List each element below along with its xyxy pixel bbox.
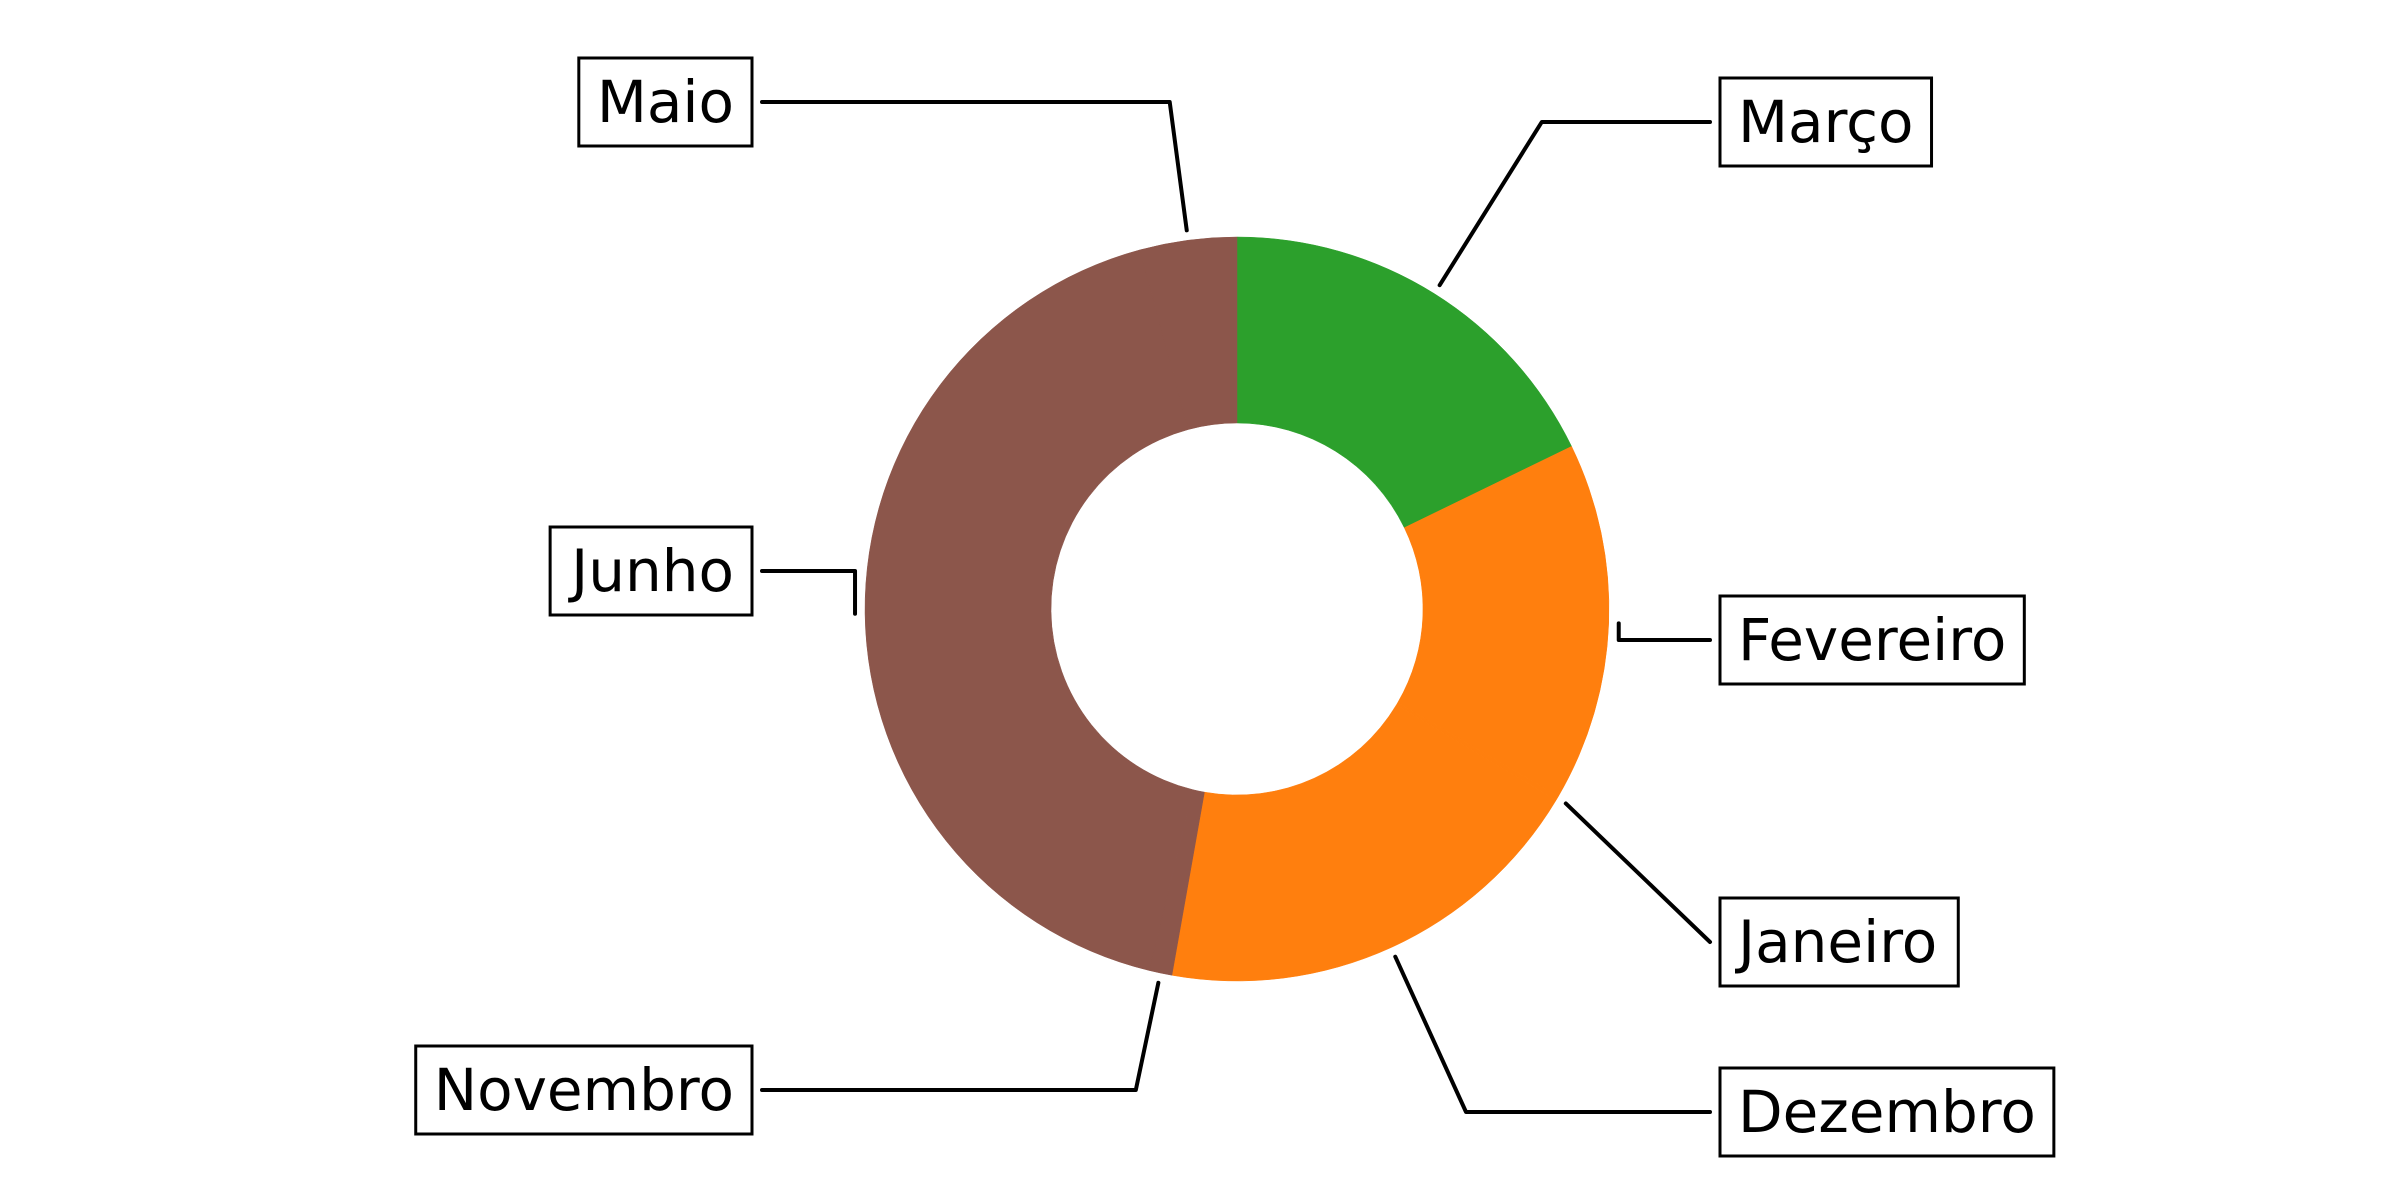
leader-line-março xyxy=(1437,120,1712,288)
slice-label-box-junho xyxy=(548,525,754,617)
slice-label-box-fevereiro xyxy=(1718,594,2026,686)
labels-layer: Março Fevereiro Janeiro Dezembro Novembro Jun… xyxy=(414,56,2056,1158)
slice-label-fevereiro: Fevereiro xyxy=(1738,606,2006,674)
slice-label-maio: Maio xyxy=(597,68,734,136)
slice-label-junho: Junho xyxy=(568,537,734,605)
slice-label-box-janeiro xyxy=(1718,896,1960,988)
leader-line-dezembro xyxy=(1393,954,1712,1114)
slice-label-box-dezembro xyxy=(1718,1066,2056,1158)
slice-março xyxy=(1236,236,1572,529)
leader-line-fevereiro xyxy=(1616,621,1712,642)
leader-line-junho xyxy=(760,569,858,616)
slice-fevereiro xyxy=(1397,446,1610,797)
slice-dezembro xyxy=(1171,704,1557,982)
slice-junho xyxy=(864,249,1194,971)
leader-line-janeiro xyxy=(1563,801,1712,944)
slice-label-janeiro: Janeiro xyxy=(1735,908,1937,976)
slice-maio xyxy=(1139,236,1238,430)
slice-label-dezembro: Dezembro xyxy=(1738,1078,2036,1146)
slice-label-novembro: Novembro xyxy=(434,1056,734,1124)
slice-label-box-novembro xyxy=(414,1044,754,1136)
slice-label-março: Março xyxy=(1738,88,1914,156)
leader-line-novembro xyxy=(760,980,1161,1092)
leader-line-maio xyxy=(760,100,1189,233)
slice-label-box-março xyxy=(1718,76,1934,168)
slices-layer xyxy=(864,236,1610,982)
slice-label-box-maio xyxy=(577,56,754,148)
